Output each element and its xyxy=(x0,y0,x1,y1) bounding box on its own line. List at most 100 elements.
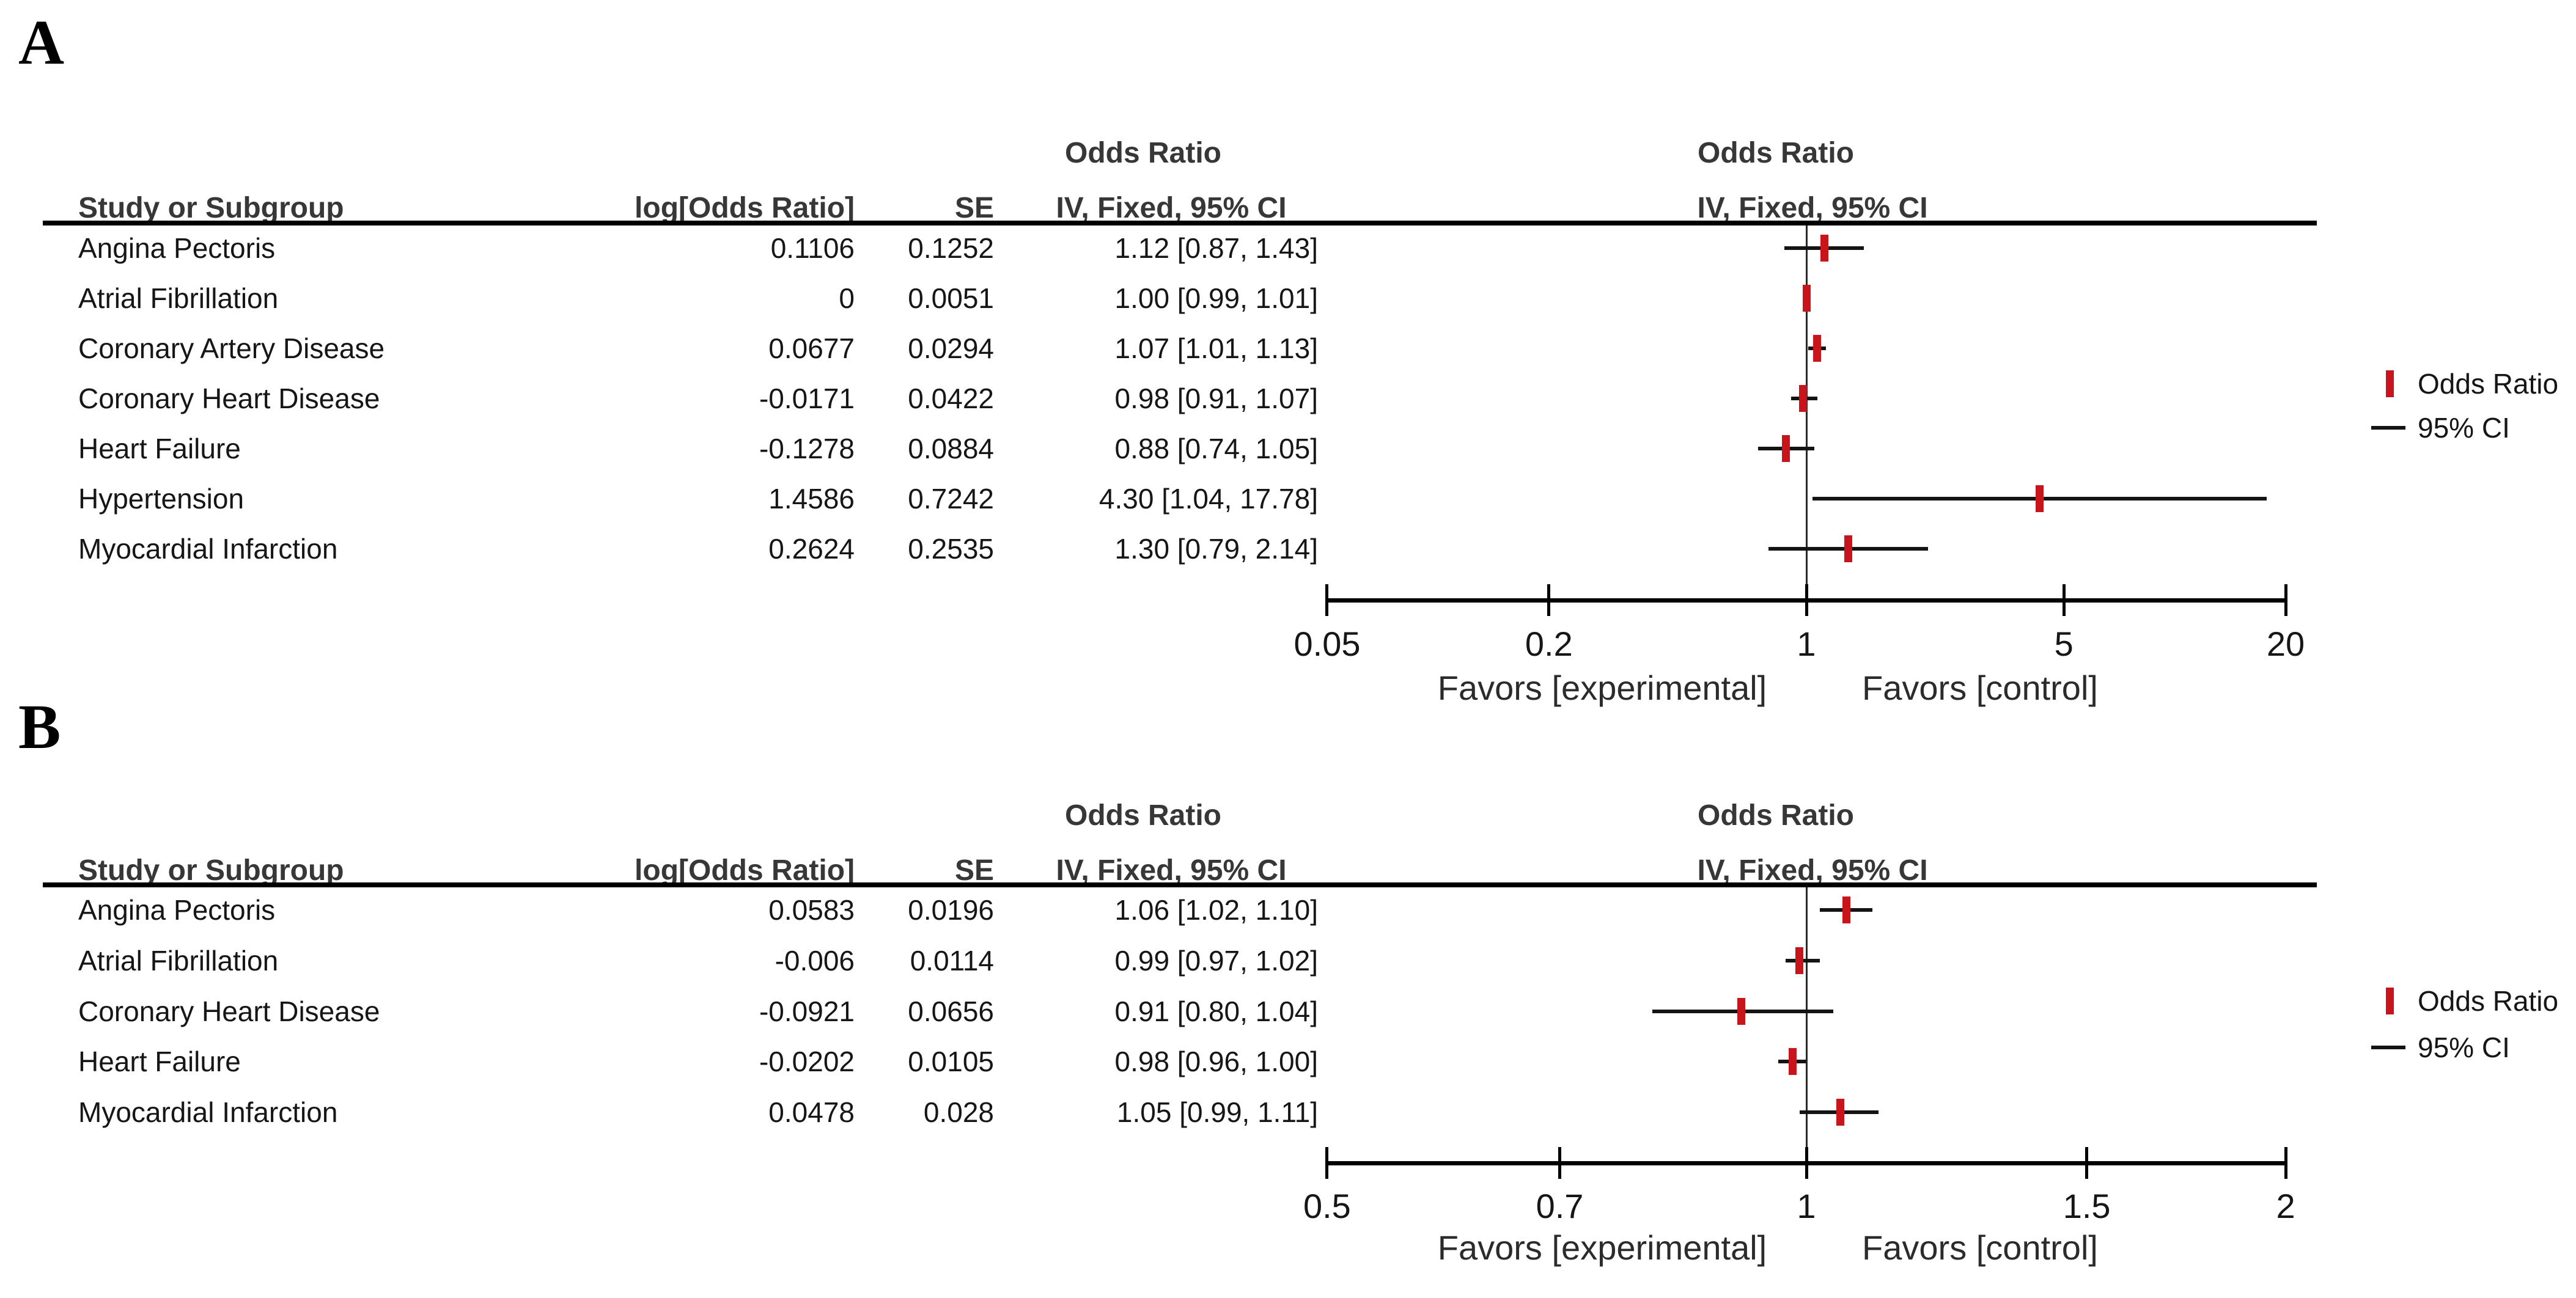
ci-text-value: 1.06 [1.02, 1.10] xyxy=(1114,894,1319,926)
axis-tick xyxy=(1547,584,1551,616)
column-header-log-odds-ratio: log[Odds Ratio] xyxy=(635,192,855,224)
log-odds-ratio-value: 0.0677 xyxy=(768,332,855,364)
study-name: Myocardial Infarction xyxy=(78,1096,338,1129)
ci-text-value: 0.91 [0.80, 1.04] xyxy=(1114,995,1319,1027)
se-value: 0.7242 xyxy=(908,483,994,515)
log-odds-ratio-value: -0.0202 xyxy=(759,1046,855,1078)
axis-tick xyxy=(1558,1147,1562,1179)
log-odds-ratio-value: 0.2624 xyxy=(768,533,855,565)
se-value: 0.0656 xyxy=(908,995,994,1027)
se-value: 0.0051 xyxy=(908,282,994,314)
axis-tick-label: 0.05 xyxy=(1294,625,1361,663)
study-name: Myocardial Infarction xyxy=(78,533,338,565)
column-header-se: SE xyxy=(954,854,994,887)
column-header-ci: IV, Fixed, 95% CI xyxy=(1056,192,1287,224)
odds-ratio-marker xyxy=(1788,1048,1797,1076)
axis-tick xyxy=(2085,1147,2089,1179)
study-name: Heart Failure xyxy=(78,433,241,464)
column-header-study: Study or Subgroup xyxy=(78,192,344,224)
odds-ratio-marker xyxy=(1782,435,1790,462)
axis-tick-label: 0.2 xyxy=(1525,625,1573,663)
se-value: 0.0114 xyxy=(910,944,994,977)
odds-ratio-marker xyxy=(1836,1099,1844,1126)
favors-experimental-label: Favors [experimental] xyxy=(1437,669,1767,707)
study-name: Hypertension xyxy=(78,483,245,515)
column-header-log-odds-ratio: log[Odds Ratio] xyxy=(635,854,855,887)
study-name: Heart Failure xyxy=(78,1046,241,1078)
axis-tick xyxy=(2284,1147,2287,1179)
se-value: 0.0422 xyxy=(908,383,994,414)
odds-ratio-marker xyxy=(1795,947,1804,974)
panel-label: B xyxy=(18,692,61,762)
odds-ratio-marker xyxy=(1737,997,1745,1025)
reference-line xyxy=(1805,226,1808,600)
study-name: Coronary Heart Disease xyxy=(78,383,380,414)
axis-tick-label: 1 xyxy=(1797,1187,1816,1225)
se-value: 0.1252 xyxy=(908,232,994,264)
study-name: Angina Pectoris xyxy=(78,232,276,264)
axis-tick xyxy=(1805,584,1808,616)
legend-ci-label: 95% CI xyxy=(2418,1032,2510,1063)
legend-odds-ratio-label: Odds Ratio xyxy=(2418,368,2559,400)
study-name: Atrial Fibrillation xyxy=(78,282,279,314)
favors-control-label: Favors [control] xyxy=(1862,669,2098,707)
log-odds-ratio-value: -0.1278 xyxy=(759,433,855,464)
ci-text-value: 4.30 [1.04, 17.78] xyxy=(1098,483,1318,515)
se-value: 0.0884 xyxy=(908,433,994,464)
se-value: 0.028 xyxy=(923,1096,994,1129)
panel-label: A xyxy=(18,7,65,78)
log-odds-ratio-value: 0.0583 xyxy=(768,894,855,926)
odds-ratio-marker xyxy=(1820,235,1829,262)
axis-tick-label: 2 xyxy=(2276,1187,2295,1225)
plot-group-header: Odds Ratio xyxy=(1697,137,1855,169)
log-odds-ratio-value: 0.1106 xyxy=(770,232,855,264)
legend-odds-ratio-marker xyxy=(2385,988,2394,1014)
odds-ratio-marker xyxy=(2036,485,2044,512)
effect-group-header: Odds Ratio xyxy=(1064,799,1222,832)
log-odds-ratio-value: 0.0478 xyxy=(768,1096,855,1129)
ci-text-value: 1.12 [0.87, 1.43] xyxy=(1114,232,1319,264)
se-value: 0.0196 xyxy=(908,894,994,926)
favors-experimental-label: Favors [experimental] xyxy=(1437,1228,1767,1267)
legend-ci-line xyxy=(2371,1046,2405,1049)
axis-tick-label: 5 xyxy=(2054,625,2074,663)
axis-tick-label: 0.7 xyxy=(1536,1187,1584,1225)
ci-text-value: 0.99 [0.97, 1.02] xyxy=(1114,944,1319,977)
ci-text-value: 1.30 [0.79, 2.14] xyxy=(1114,533,1319,565)
effect-group-header: Odds Ratio xyxy=(1064,137,1222,169)
column-header-ci: IV, Fixed, 95% CI xyxy=(1056,854,1287,887)
log-odds-ratio-value: -0.006 xyxy=(775,944,855,977)
reference-line xyxy=(1805,887,1808,1163)
study-name: Angina Pectoris xyxy=(78,894,276,926)
axis-tick-label: 0.5 xyxy=(1303,1187,1351,1225)
axis-tick-label: 1 xyxy=(1797,625,1816,663)
log-odds-ratio-value: -0.0171 xyxy=(759,383,855,414)
ci-text-value: 0.98 [0.96, 1.00] xyxy=(1114,1046,1319,1078)
axis-tick xyxy=(1805,1147,1808,1179)
odds-ratio-marker xyxy=(1844,535,1853,562)
legend-ci-label: 95% CI xyxy=(2418,412,2510,444)
study-name: Atrial Fibrillation xyxy=(78,944,279,977)
ci-text-value: 1.00 [0.99, 1.01] xyxy=(1114,282,1319,314)
legend-odds-ratio-label: Odds Ratio xyxy=(2418,985,2559,1017)
ci-text-value: 1.05 [0.99, 1.11] xyxy=(1116,1096,1318,1129)
study-name: Coronary Artery Disease xyxy=(78,332,385,364)
header-rule xyxy=(43,882,2317,887)
ci-text-value: 0.88 [0.74, 1.05] xyxy=(1114,433,1319,464)
plot-method-header: IV, Fixed, 95% CI xyxy=(1697,192,1928,224)
axis-tick xyxy=(2284,584,2287,616)
column-header-se: SE xyxy=(954,192,994,224)
axis-tick xyxy=(2062,584,2066,616)
odds-ratio-marker xyxy=(1799,385,1808,412)
legend-odds-ratio-marker xyxy=(2385,370,2394,397)
plot-group-header: Odds Ratio xyxy=(1697,799,1855,832)
ci-text-value: 1.07 [1.01, 1.13] xyxy=(1114,332,1319,364)
header-rule xyxy=(43,221,2317,226)
ci-text-value: 0.98 [0.91, 1.07] xyxy=(1114,383,1319,414)
odds-ratio-marker xyxy=(1802,285,1811,312)
log-odds-ratio-value: 1.4586 xyxy=(768,483,855,515)
favors-control-label: Favors [control] xyxy=(1862,1228,2098,1267)
se-value: 0.0105 xyxy=(908,1046,994,1078)
plot-method-header: IV, Fixed, 95% CI xyxy=(1697,854,1928,887)
